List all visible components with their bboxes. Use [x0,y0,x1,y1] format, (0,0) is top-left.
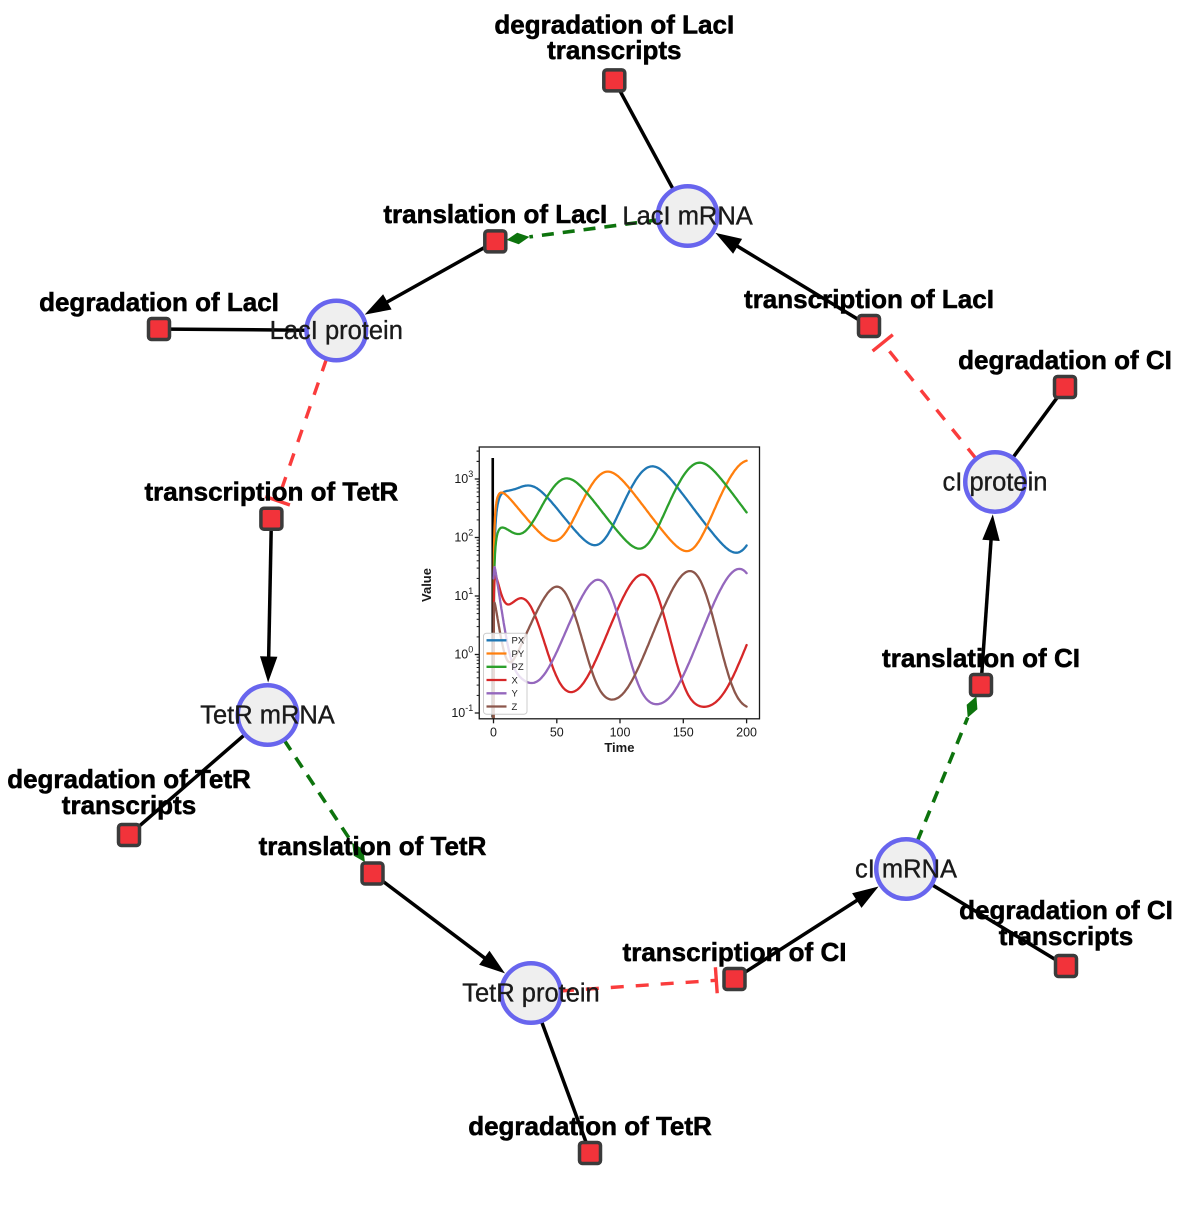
svg-text:degradation of TetR: degradation of TetR [7,764,251,794]
svg-text:translation of CI: translation of CI [882,643,1080,673]
svg-text:PY: PY [512,649,525,660]
svg-text:transcripts: transcripts [999,921,1133,951]
svg-text:50: 50 [550,725,564,739]
svg-text:transcripts: transcripts [547,35,681,65]
svg-text:transcription of LacI: transcription of LacI [744,284,994,314]
svg-text:102: 102 [454,528,473,545]
svg-text:transcripts: transcripts [62,790,196,820]
svg-text:PZ: PZ [512,662,524,673]
svg-text:degradation of TetR: degradation of TetR [468,1111,712,1141]
svg-text:Time: Time [604,740,634,755]
svg-text:translation of LacI: translation of LacI [383,199,607,229]
svg-text:103: 103 [454,469,473,486]
svg-text:degradation of CI: degradation of CI [959,895,1173,925]
svg-text:transcription of TetR: transcription of TetR [145,477,399,507]
svg-text:cI mRNA: cI mRNA [855,856,957,884]
svg-text:transcription of CI: transcription of CI [623,937,847,967]
svg-text:TetR mRNA: TetR mRNA [200,702,335,730]
svg-text:100: 100 [610,725,631,739]
svg-text:0: 0 [490,725,497,739]
svg-text:translation of TetR: translation of TetR [259,831,487,861]
svg-text:LacI mRNA: LacI mRNA [622,203,752,231]
svg-text:cI protein: cI protein [943,469,1048,497]
svg-text:LacI protein: LacI protein [270,317,403,345]
svg-text:100: 100 [454,645,473,662]
svg-text:200: 200 [736,725,757,739]
svg-text:TetR protein: TetR protein [462,980,600,1008]
svg-text:degradation of LacI: degradation of LacI [494,10,734,40]
svg-text:150: 150 [673,725,694,739]
svg-text:Value: Value [419,568,434,602]
svg-text:degradation of LacI: degradation of LacI [39,287,279,317]
svg-text:X: X [512,675,519,686]
svg-text:Y: Y [512,689,519,700]
svg-text:degradation of CI: degradation of CI [958,345,1172,375]
svg-text:10-1: 10-1 [451,703,473,720]
svg-text:Z: Z [512,702,518,713]
svg-text:PX: PX [512,636,525,647]
svg-text:101: 101 [454,586,473,603]
